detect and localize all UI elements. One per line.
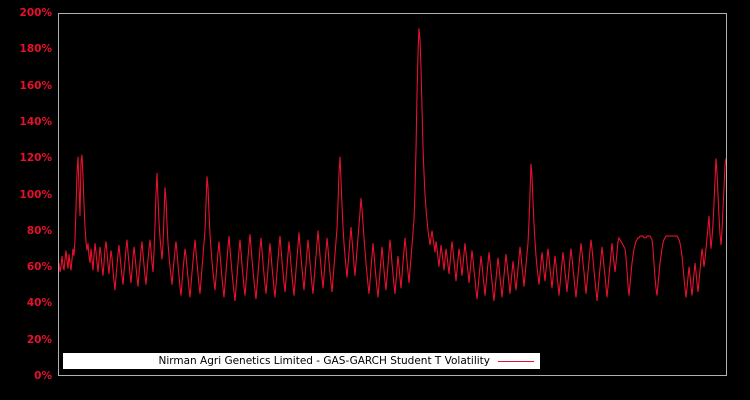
legend-line-swatch — [498, 360, 534, 362]
y-axis-tick-label: 0% — [34, 370, 52, 382]
plot-area — [58, 13, 727, 376]
y-axis-tick-label: 160% — [19, 79, 52, 92]
y-axis-tick-label: 120% — [19, 152, 52, 165]
y-axis-tick-label: 20% — [26, 333, 52, 346]
y-axis-tick-label: 60% — [26, 261, 52, 274]
y-axis: 200% 180% 160% 140% 120% 100% 80% 60% 40% 20% 0% — [0, 0, 58, 400]
chart-legend: Nirman Agri Genetics Limited - GAS-GARCH… — [63, 353, 540, 369]
y-axis-tick-label: 80% — [26, 224, 52, 237]
volatility-series — [59, 28, 726, 302]
y-axis-tick-label: 40% — [26, 297, 52, 310]
y-axis-tick-label: 180% — [19, 43, 52, 56]
series-polyline — [59, 28, 726, 302]
y-axis-tick-label: 140% — [19, 115, 52, 128]
y-axis-tick-label: 200% — [19, 7, 52, 19]
legend-label: Nirman Agri Genetics Limited - GAS-GARCH… — [158, 355, 490, 367]
y-axis-tick-label: 100% — [19, 188, 52, 201]
